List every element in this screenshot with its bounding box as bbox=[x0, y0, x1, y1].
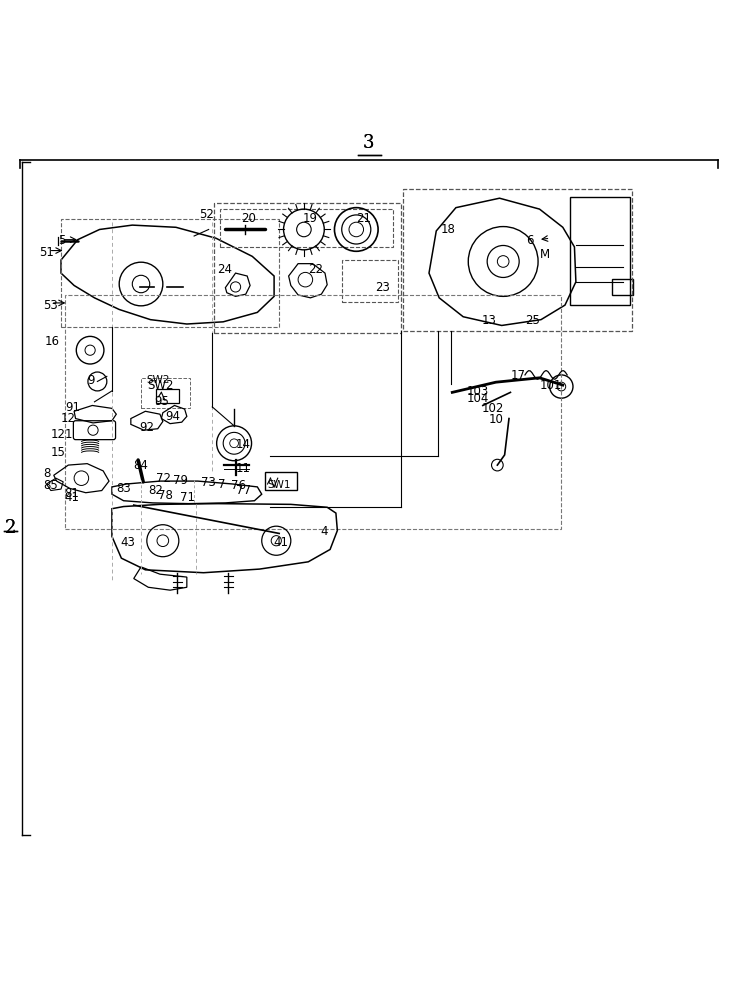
Text: 78: 78 bbox=[158, 489, 173, 502]
Text: 95: 95 bbox=[154, 395, 169, 408]
Text: 2: 2 bbox=[4, 519, 16, 537]
Text: 41: 41 bbox=[273, 536, 288, 549]
Text: 71: 71 bbox=[180, 491, 196, 504]
Text: 85: 85 bbox=[44, 479, 58, 492]
Text: 103: 103 bbox=[466, 385, 489, 398]
Text: 101: 101 bbox=[539, 379, 562, 392]
Text: SW2: SW2 bbox=[147, 375, 170, 385]
Text: 23: 23 bbox=[375, 281, 390, 294]
Text: M: M bbox=[539, 248, 550, 261]
Bar bbox=[570, 197, 630, 305]
Text: 21: 21 bbox=[356, 212, 372, 225]
Text: 91: 91 bbox=[66, 401, 80, 414]
Text: 51: 51 bbox=[39, 246, 54, 259]
Bar bbox=[66, 295, 561, 529]
Text: 17: 17 bbox=[510, 369, 526, 382]
Text: 52: 52 bbox=[199, 208, 214, 221]
Text: 3: 3 bbox=[363, 134, 374, 152]
Bar bbox=[220, 209, 393, 247]
Text: 4: 4 bbox=[320, 525, 328, 538]
Bar bbox=[612, 279, 633, 295]
Text: 10: 10 bbox=[488, 413, 504, 426]
Text: 72: 72 bbox=[155, 472, 171, 485]
Text: 9: 9 bbox=[87, 374, 95, 387]
Text: 7: 7 bbox=[218, 478, 226, 491]
Text: 8: 8 bbox=[44, 467, 51, 480]
Text: 79: 79 bbox=[173, 474, 188, 487]
Text: 18: 18 bbox=[441, 223, 456, 236]
Text: SW2: SW2 bbox=[147, 379, 173, 392]
Text: 81: 81 bbox=[64, 487, 79, 500]
Bar bbox=[214, 203, 402, 333]
Bar bbox=[155, 389, 179, 403]
Text: 82: 82 bbox=[148, 484, 164, 497]
Text: 13: 13 bbox=[481, 314, 496, 327]
Text: 2: 2 bbox=[4, 519, 16, 537]
Text: 22: 22 bbox=[308, 263, 323, 276]
Text: 12: 12 bbox=[61, 412, 76, 425]
Text: 84: 84 bbox=[134, 459, 149, 472]
Text: 24: 24 bbox=[217, 263, 231, 276]
Text: 102: 102 bbox=[481, 402, 504, 415]
Text: 25: 25 bbox=[525, 314, 540, 327]
Text: 76: 76 bbox=[231, 479, 246, 492]
Text: 19: 19 bbox=[302, 212, 318, 225]
Text: SW1: SW1 bbox=[268, 480, 291, 490]
Text: 14: 14 bbox=[236, 438, 250, 451]
Text: 104: 104 bbox=[466, 392, 489, 405]
Text: 53: 53 bbox=[44, 299, 58, 312]
Text: 41: 41 bbox=[64, 491, 79, 504]
Bar bbox=[61, 219, 279, 327]
Text: 6: 6 bbox=[526, 234, 534, 247]
Bar bbox=[141, 378, 191, 408]
Bar bbox=[342, 260, 399, 302]
Text: 43: 43 bbox=[120, 536, 136, 549]
Text: 73: 73 bbox=[201, 476, 215, 489]
Text: 11: 11 bbox=[236, 462, 250, 475]
Text: 77: 77 bbox=[236, 484, 250, 497]
Bar bbox=[403, 189, 632, 331]
Bar bbox=[265, 472, 296, 490]
Text: 92: 92 bbox=[139, 421, 155, 434]
Text: 20: 20 bbox=[242, 212, 256, 225]
Text: 121: 121 bbox=[51, 428, 73, 441]
Text: 83: 83 bbox=[116, 482, 131, 495]
Text: 15: 15 bbox=[51, 446, 66, 459]
Text: 5: 5 bbox=[58, 234, 66, 247]
Text: 94: 94 bbox=[165, 410, 180, 423]
Text: 3: 3 bbox=[363, 134, 374, 152]
Text: 16: 16 bbox=[45, 335, 60, 348]
